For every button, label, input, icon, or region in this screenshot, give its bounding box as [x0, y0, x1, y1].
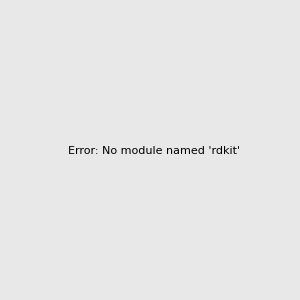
Text: Error: No module named 'rdkit': Error: No module named 'rdkit' [68, 146, 240, 157]
